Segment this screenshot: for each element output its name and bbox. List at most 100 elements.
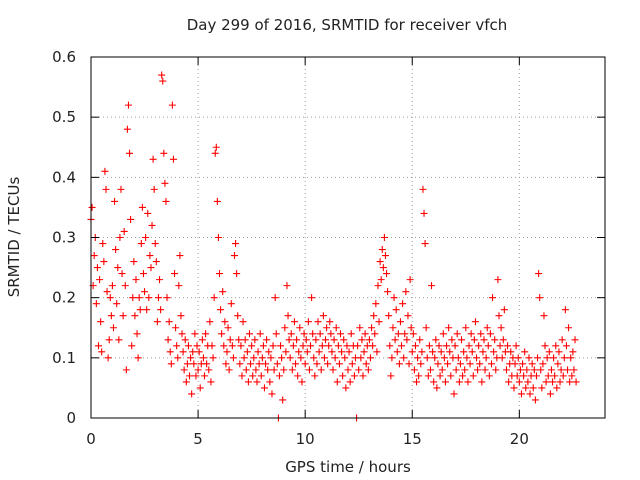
data-point — [523, 366, 531, 374]
data-point — [254, 348, 262, 356]
data-point — [156, 276, 164, 284]
data-point — [255, 360, 263, 368]
data-point — [361, 330, 369, 338]
y-tick-label: 0.1 — [52, 349, 76, 367]
data-point — [239, 318, 247, 326]
data-point — [370, 312, 378, 320]
data-point — [196, 384, 204, 392]
data-point — [340, 336, 348, 344]
data-point — [172, 324, 180, 332]
data-point — [280, 366, 288, 374]
data-point — [432, 336, 440, 344]
data-point — [258, 354, 266, 362]
data-point — [112, 246, 120, 254]
data-point — [299, 342, 307, 350]
data-point — [113, 300, 121, 308]
data-point — [364, 366, 372, 374]
data-point — [187, 354, 195, 362]
data-point — [124, 101, 132, 109]
data-point — [149, 155, 157, 163]
data-point — [322, 336, 330, 344]
data-point — [347, 330, 355, 338]
data-point — [263, 336, 271, 344]
data-point — [570, 366, 578, 374]
data-point — [320, 354, 328, 362]
data-point — [444, 360, 452, 368]
x-tick-label: 15 — [403, 430, 422, 448]
data-point — [251, 336, 259, 344]
data-point — [289, 342, 297, 350]
data-point — [295, 348, 303, 356]
data-point — [139, 270, 147, 278]
data-point — [186, 372, 194, 380]
data-point — [270, 366, 278, 374]
data-point — [119, 312, 127, 320]
data-point — [530, 366, 538, 374]
data-point — [360, 348, 368, 356]
data-point — [426, 366, 434, 374]
data-point — [422, 324, 430, 332]
data-point — [132, 276, 140, 284]
data-point — [490, 348, 498, 356]
data-point — [117, 185, 125, 193]
data-point — [413, 378, 421, 386]
data-point — [302, 336, 310, 344]
data-point — [162, 197, 170, 205]
data-point — [343, 342, 351, 350]
data-point — [371, 330, 379, 338]
data-point — [529, 384, 537, 392]
data-point — [390, 294, 398, 302]
data-point — [310, 354, 318, 362]
data-point — [103, 288, 111, 296]
data-point — [519, 360, 527, 368]
data-point — [123, 125, 131, 133]
data-point — [207, 378, 215, 386]
data-point — [469, 372, 477, 380]
data-point — [312, 336, 320, 344]
data-point — [120, 227, 128, 235]
data-point — [151, 240, 159, 248]
data-point — [96, 276, 104, 284]
data-point — [421, 240, 429, 248]
data-point — [90, 252, 98, 260]
data-point — [108, 282, 116, 290]
data-point — [541, 342, 549, 350]
data-point — [470, 336, 478, 344]
data-point — [337, 330, 345, 338]
data-point — [319, 312, 327, 320]
data-point — [415, 372, 423, 380]
data-point — [567, 354, 575, 362]
data-point — [175, 282, 183, 290]
data-point — [158, 71, 166, 79]
data-point — [296, 324, 304, 332]
data-point — [565, 324, 573, 332]
data-point — [135, 294, 143, 302]
data-point — [143, 306, 151, 314]
data-point — [277, 342, 285, 350]
data-point — [534, 354, 542, 362]
data-point — [480, 336, 488, 344]
data-point — [555, 348, 563, 356]
data-point — [262, 360, 270, 368]
data-point — [163, 294, 171, 302]
data-point — [226, 336, 234, 344]
data-point — [259, 342, 267, 350]
data-point — [389, 324, 397, 332]
data-point — [451, 342, 459, 350]
data-point — [485, 372, 493, 380]
data-point — [499, 336, 507, 344]
data-point — [232, 240, 240, 248]
data-point — [381, 252, 389, 260]
data-point — [93, 264, 101, 272]
data-point — [456, 360, 464, 368]
data-point — [487, 360, 495, 368]
data-point — [496, 342, 504, 350]
data-point — [193, 342, 201, 350]
data-point — [332, 324, 340, 332]
data-point — [304, 318, 312, 326]
data-point — [328, 348, 336, 356]
data-point — [222, 360, 230, 368]
data-point — [129, 294, 137, 302]
data-point — [100, 258, 108, 266]
